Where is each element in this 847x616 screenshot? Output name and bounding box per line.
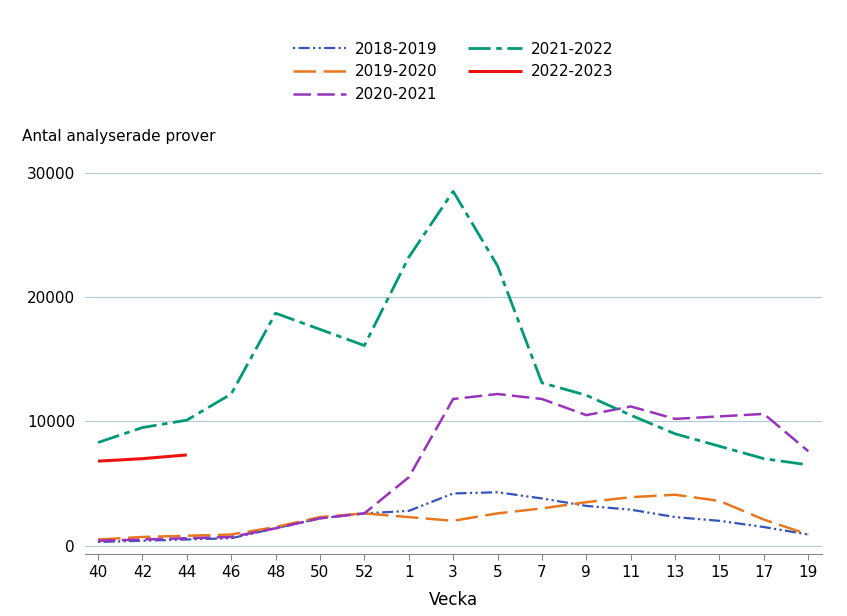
2020-2021 [670, 415, 680, 423]
2019-2020 [93, 536, 103, 543]
2019-2020 [537, 505, 547, 512]
2021-2022 [759, 455, 769, 463]
Line: 2022-2023: 2022-2023 [98, 455, 187, 461]
2021-2022 [315, 326, 325, 333]
2021-2022 [182, 416, 192, 424]
2020-2021 [581, 411, 591, 419]
2019-2020 [803, 531, 813, 538]
2019-2020 [182, 532, 192, 540]
2018-2019 [448, 490, 458, 497]
2018-2019 [537, 495, 547, 502]
2021-2022 [359, 342, 369, 349]
2020-2021 [137, 536, 147, 543]
2022-2023 [93, 458, 103, 465]
2021-2022 [581, 392, 591, 399]
2019-2020 [359, 509, 369, 517]
2018-2019 [359, 509, 369, 517]
2018-2019 [315, 514, 325, 522]
2021-2022 [270, 309, 280, 317]
2020-2021 [359, 509, 369, 517]
2019-2020 [404, 513, 414, 521]
2021-2022 [537, 379, 547, 386]
2020-2021 [93, 537, 103, 545]
2020-2021 [626, 403, 636, 410]
2020-2021 [448, 395, 458, 403]
Line: 2020-2021: 2020-2021 [98, 394, 808, 541]
2020-2021 [714, 413, 724, 420]
2018-2019 [182, 536, 192, 543]
Line: 2021-2022: 2021-2022 [98, 192, 808, 465]
2019-2020 [137, 533, 147, 541]
2019-2020 [626, 493, 636, 501]
2022-2023 [182, 452, 192, 459]
2021-2022 [626, 411, 636, 419]
2020-2021 [404, 474, 414, 481]
2018-2019 [626, 506, 636, 513]
2020-2021 [226, 533, 236, 541]
2018-2019 [759, 524, 769, 531]
2019-2020 [315, 513, 325, 521]
2019-2020 [270, 524, 280, 531]
2020-2021 [803, 447, 813, 455]
X-axis label: Vecka: Vecka [429, 591, 478, 609]
2019-2020 [226, 531, 236, 538]
2018-2019 [803, 531, 813, 538]
2019-2020 [759, 516, 769, 523]
2020-2021 [759, 410, 769, 418]
2020-2021 [537, 395, 547, 403]
2021-2022 [492, 262, 502, 270]
2018-2019 [93, 538, 103, 546]
2021-2022 [226, 391, 236, 398]
2018-2019 [404, 507, 414, 514]
2018-2019 [714, 517, 724, 525]
2019-2020 [670, 491, 680, 498]
2021-2022 [670, 430, 680, 437]
2021-2022 [803, 461, 813, 469]
2019-2020 [448, 517, 458, 525]
Line: 2019-2020: 2019-2020 [98, 495, 808, 540]
2018-2019 [226, 535, 236, 542]
2021-2022 [137, 424, 147, 431]
2019-2020 [714, 497, 724, 505]
2021-2022 [714, 442, 724, 450]
2020-2021 [315, 514, 325, 522]
2019-2020 [581, 498, 591, 506]
Legend: 2018-2019, 2019-2020, 2020-2021, 2021-2022, 2022-2023: 2018-2019, 2019-2020, 2020-2021, 2021-20… [292, 42, 614, 102]
2021-2022 [404, 254, 414, 261]
2018-2019 [581, 502, 591, 509]
2022-2023 [137, 455, 147, 463]
2018-2019 [270, 525, 280, 532]
2020-2021 [492, 391, 502, 398]
2018-2019 [492, 488, 502, 496]
2020-2021 [182, 535, 192, 542]
2019-2020 [492, 509, 502, 517]
2020-2021 [270, 525, 280, 532]
2021-2022 [93, 439, 103, 446]
2018-2019 [670, 513, 680, 521]
Text: Antal analyserade prover: Antal analyserade prover [22, 129, 216, 144]
Line: 2018-2019: 2018-2019 [98, 492, 808, 542]
2021-2022 [448, 188, 458, 195]
2018-2019 [137, 537, 147, 545]
